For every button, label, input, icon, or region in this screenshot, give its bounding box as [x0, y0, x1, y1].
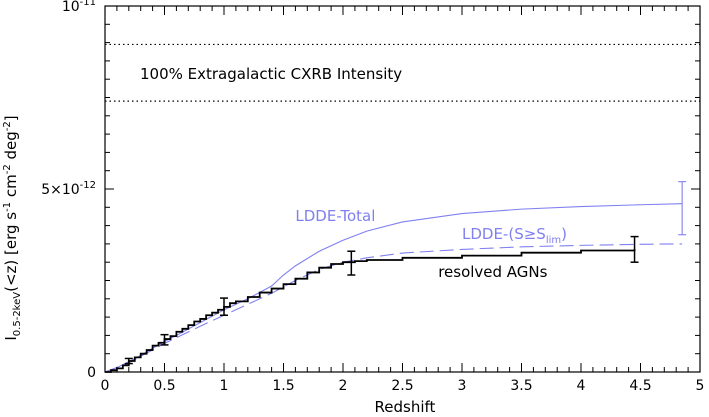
- x-tick-label: 4: [577, 378, 586, 394]
- x-axis-title: Redshift: [375, 398, 436, 416]
- plot-frame: [104, 5, 701, 373]
- x-tick-label: 2: [339, 378, 348, 394]
- y-tick-label: 0: [87, 365, 96, 381]
- label-layer: 0 0.5 1 1.5 2 2.5 3 3.5 4 4.5 5 0 5×10-12 10-11 LDDE-T…: [41, 0, 704, 394]
- x-tick-label: 5: [696, 378, 705, 394]
- series-line-1: [104, 243, 683, 373]
- series-layer: [104, 203, 683, 373]
- error-bar: [630, 235, 639, 263]
- error-bar: [124, 357, 133, 365]
- x-tick-label: 2.5: [391, 378, 413, 394]
- x-tick-label: 0: [101, 378, 110, 394]
- x-tick-label: 3.5: [510, 378, 532, 394]
- error-bar-layer: [124, 181, 687, 365]
- y-tick-label: 5×10-12: [41, 180, 96, 198]
- x-tick-label: 3: [458, 378, 467, 394]
- y-tick-label: 10-11: [62, 0, 96, 15]
- x-tick-label: 1: [220, 378, 229, 394]
- error-bar: [220, 297, 228, 317]
- band-layer: [105, 43, 700, 102]
- tick-layer: [104, 5, 701, 373]
- error-bar: [678, 181, 687, 236]
- series-line-0: [104, 203, 683, 373]
- y-axis-title: I0.5-2keV(<z) [erg s-1 cm-2 deg-2]: [2, 115, 23, 340]
- series-line-2: [105, 249, 636, 373]
- ldde-total-label: LDDE-Total: [295, 207, 375, 225]
- x-tick-label: 0.5: [153, 378, 175, 394]
- resolved-agns-label: resolved AGNs: [438, 263, 547, 281]
- ldde-s-limit-label: LDDE-(S≥Slim): [462, 225, 567, 246]
- band-label: 100% Extragalactic CXRB Intensity: [140, 65, 402, 83]
- x-tick-label: 4.5: [629, 378, 651, 394]
- error-bar: [347, 250, 356, 276]
- x-tick-label: 1.5: [272, 378, 294, 394]
- error-bar: [160, 333, 169, 346]
